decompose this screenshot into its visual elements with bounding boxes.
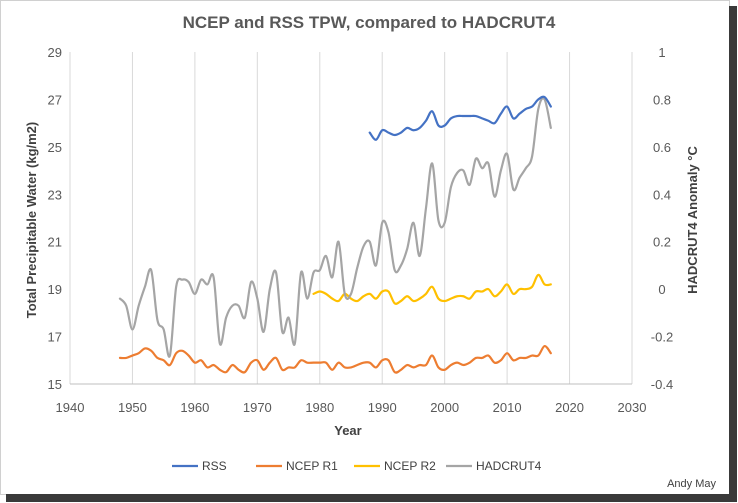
y2-tick-label: 0.4 — [653, 187, 671, 202]
legend-item-hadcrut4: HADCRUT4 — [446, 459, 542, 473]
chart-title: NCEP and RSS TPW, compared to HADCRUT4 — [183, 13, 556, 32]
x-axis-title: Year — [334, 423, 361, 438]
x-tick-label: 1980 — [305, 400, 334, 415]
y-tick-label: 15 — [48, 377, 62, 392]
y-tick-label: 23 — [48, 187, 62, 202]
legend-item-ncep-r2: NCEP R2 — [354, 459, 436, 473]
y-tick-labels: 15 17 19 21 23 25 27 29 — [48, 45, 62, 392]
y2-tick-label: 0.2 — [653, 235, 671, 250]
y-tick-label: 17 — [48, 330, 62, 345]
x-tick-label: 1940 — [56, 400, 85, 415]
y2-tick-label: 0.8 — [653, 92, 671, 107]
legend-label: RSS — [202, 459, 227, 473]
x-tick-label: 2010 — [493, 400, 522, 415]
credit-text: Andy May — [667, 478, 716, 490]
y2-tick-label: 1 — [658, 45, 665, 60]
y-tick-label: 29 — [48, 45, 62, 60]
y2-tick-label: 0.6 — [653, 140, 671, 155]
legend-label: NCEP R1 — [286, 459, 338, 473]
x-tick-label: 2030 — [618, 400, 647, 415]
y2-tick-label: -0.4 — [651, 377, 673, 392]
x-tick-label: 1970 — [243, 400, 272, 415]
series-line-ncep-r2 — [312, 273, 552, 305]
legend: RSS NCEP R1 NCEP R2 HADCRUT4 — [172, 459, 542, 473]
frame-shadow-bottom — [6, 494, 737, 502]
x-tick-labels: 1940 1950 1960 1970 1980 1990 2000 2010 2020 2030 — [56, 400, 647, 415]
y2-axis-title: HADCRUT4 Anomaly °C — [685, 146, 700, 294]
y-tick-label: 25 — [48, 140, 62, 155]
series-line-rss — [368, 95, 552, 141]
y-axis-title: Total Precipitable Water (kg/m2) — [24, 122, 39, 319]
vertical-gridlines — [69, 52, 633, 384]
y2-tick-labels: -0.4 -0.2 0 0.2 0.4 0.6 0.8 1 — [651, 45, 673, 392]
series-line-ncep-r1 — [118, 344, 552, 374]
frame-shadow-right — [729, 6, 737, 502]
x-tick-label: 2000 — [430, 400, 459, 415]
x-tick-label: 1960 — [180, 400, 209, 415]
y2-tick-label: 0 — [658, 282, 665, 297]
y-tick-label: 19 — [48, 282, 62, 297]
series-line-hadcrut4 — [118, 97, 552, 358]
y2-tick-label: -0.2 — [651, 330, 673, 345]
x-tick-label: 1950 — [118, 400, 147, 415]
y-tick-label: 21 — [48, 235, 62, 250]
series-lines — [118, 95, 552, 374]
x-tick-label: 1990 — [368, 400, 397, 415]
legend-label: HADCRUT4 — [476, 459, 542, 473]
y-tick-label: 27 — [48, 92, 62, 107]
x-tick-label: 2020 — [555, 400, 584, 415]
legend-label: NCEP R2 — [384, 459, 436, 473]
chart-frame — [0, 0, 730, 495]
legend-item-rss: RSS — [172, 459, 227, 473]
legend-item-ncep-r1: NCEP R1 — [256, 459, 338, 473]
